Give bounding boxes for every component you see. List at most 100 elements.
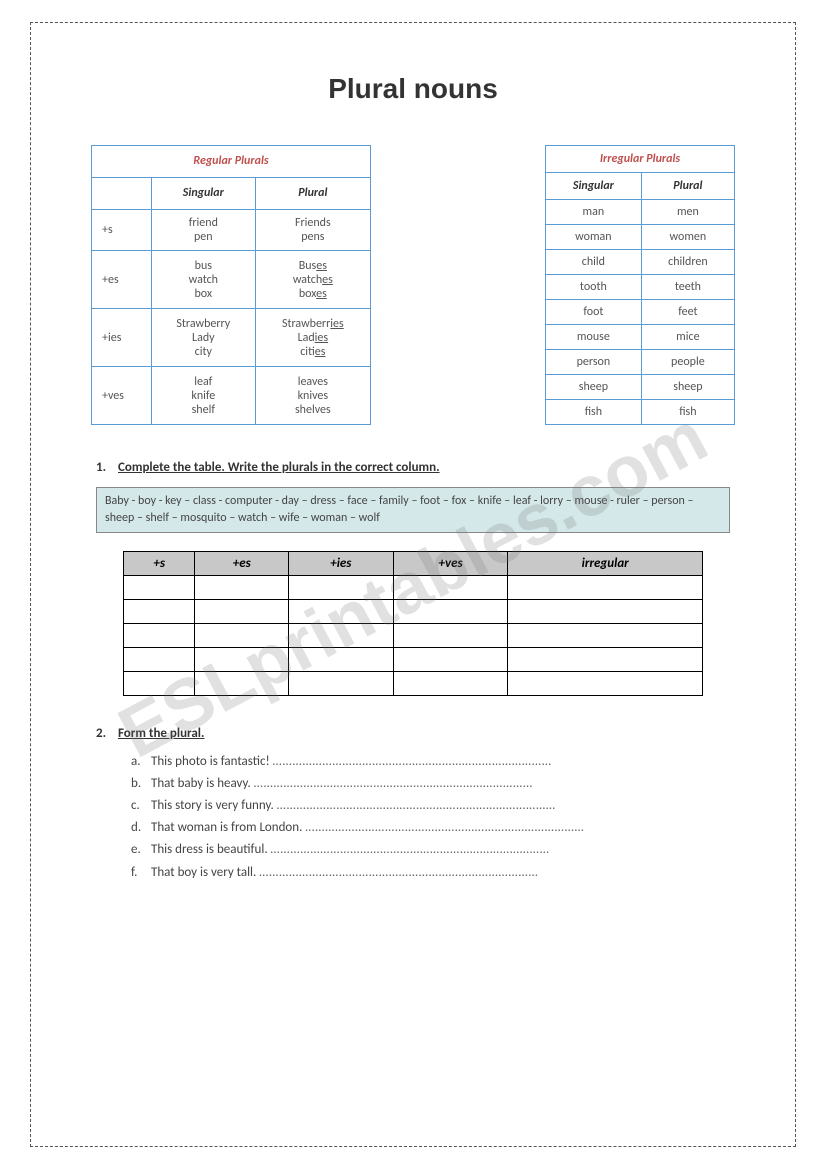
answer-table-cell[interactable] [124,671,195,695]
answer-table-cell[interactable] [124,623,195,647]
answer-table-cell[interactable] [289,599,394,623]
exercise1-number: 1. [96,460,118,475]
irregular-plural-cell: mice [641,325,734,350]
answer-table-cell[interactable] [124,599,195,623]
answer-table-cell[interactable] [393,599,508,623]
page-frame: Plural nouns Regular Plurals Singular Pl… [30,22,796,1147]
answer-table-cell[interactable] [508,647,703,671]
answer-blank[interactable]: ………………………………………………………………………… [277,798,556,813]
sentence-text: That woman is from London. [151,820,305,835]
exercise1-text: Complete the table. Write the plurals in… [118,460,440,475]
regular-rule-cell: +s [92,209,152,250]
irregular-plural-cell: men [641,200,734,225]
sentence-letter: f. [131,864,151,882]
regular-rule-header [92,177,152,209]
sentence-letter: c. [131,797,151,815]
irregular-singular-cell: person [546,350,642,375]
irregular-singular-cell: tooth [546,275,642,300]
answer-table-cell[interactable] [393,671,508,695]
sentence-letter: b. [131,775,151,793]
answer-table-cell[interactable] [289,623,394,647]
irregular-singular-cell: sheep [546,375,642,400]
irregular-singular-cell: foot [546,300,642,325]
regular-singular-cell: buswatchbox [151,251,255,309]
regular-plurals-table: Regular Plurals Singular Plural +sfriend… [91,145,371,425]
irregular-plural-cell: people [641,350,734,375]
exercise1-heading: 1.Complete the table. Write the plurals … [96,460,750,475]
irregular-singular-cell: man [546,200,642,225]
answer-table-cell[interactable] [195,647,289,671]
answer-table-header: +ves [393,551,508,575]
irregular-plural-cell: feet [641,300,734,325]
answer-table-header: +s [124,551,195,575]
sentence-text: This photo is fantastic! [151,754,273,769]
answer-table-cell[interactable] [393,623,508,647]
regular-table-title: Regular Plurals [92,146,371,178]
regular-rule-cell: +ves [92,367,152,425]
exercise2-text: Form the plural. [118,726,204,741]
answer-table-cell[interactable] [124,647,195,671]
answer-table-cell[interactable] [508,671,703,695]
irregular-plural-cell: sheep [641,375,734,400]
answer-table-cell[interactable] [195,575,289,599]
regular-plural-header: Plural [255,177,370,209]
regular-plural-cell: leavesknivesshelves [255,367,370,425]
answer-blank[interactable]: ………………………………………………………………………… [271,842,550,857]
sentence-item: f.That boy is very tall. ………………………………………… [131,864,750,882]
irregular-singular-cell: fish [546,400,642,425]
answer-table-cell[interactable] [508,599,703,623]
irregular-plural-header: Plural [641,173,734,200]
sentence-letter: a. [131,753,151,771]
answer-blank[interactable]: ………………………………………………………………………… [259,865,538,880]
answer-table-cell[interactable] [289,575,394,599]
irregular-singular-cell: child [546,250,642,275]
answer-table-cell[interactable] [195,623,289,647]
answer-blank[interactable]: ………………………………………………………………………… [305,820,584,835]
sentence-item: e.This dress is beautiful. …………………………………… [131,841,750,859]
regular-rule-cell: +ies [92,309,152,367]
sentence-list: a.This photo is fantastic! …………………………………… [76,753,750,882]
irregular-plural-cell: teeth [641,275,734,300]
answer-table-cell[interactable] [393,575,508,599]
answer-blank[interactable]: ………………………………………………………………………… [254,776,533,791]
tables-container: Regular Plurals Singular Plural +sfriend… [76,145,750,425]
irregular-singular-header: Singular [546,173,642,200]
sentence-letter: e. [131,841,151,859]
regular-singular-cell: StrawberryLadycity [151,309,255,367]
sentence-text: This dress is beautiful. [151,842,271,857]
answer-table-cell[interactable] [508,623,703,647]
sentence-text: That boy is very tall. [151,865,259,880]
irregular-plural-cell: children [641,250,734,275]
sentence-text: That baby is heavy. [151,776,254,791]
answer-table-cell[interactable] [393,647,508,671]
answer-table-cell[interactable] [289,647,394,671]
irregular-singular-cell: mouse [546,325,642,350]
irregular-plural-cell: fish [641,400,734,425]
regular-singular-cell: leafknifeshelf [151,367,255,425]
irregular-singular-cell: woman [546,225,642,250]
answer-table-cell[interactable] [195,599,289,623]
answer-blank[interactable]: ………………………………………………………………………… [273,754,552,769]
answer-table-cell[interactable] [289,671,394,695]
exercise2-number: 2. [96,726,118,741]
sentence-item: a.This photo is fantastic! …………………………………… [131,753,750,771]
exercise2-heading: 2.Form the plural. [96,726,750,741]
answer-table-header: irregular [508,551,703,575]
sentence-item: b.That baby is heavy. ………………………………………………… [131,775,750,793]
answer-table-cell[interactable] [195,671,289,695]
answer-table-cell[interactable] [124,575,195,599]
regular-rule-cell: +es [92,251,152,309]
answer-table-header: +ies [289,551,394,575]
irregular-plural-cell: women [641,225,734,250]
regular-singular-cell: friendpen [151,209,255,250]
answer-table-header: +es [195,551,289,575]
page-title: Plural nouns [76,73,750,105]
answer-table-cell[interactable] [508,575,703,599]
sentence-letter: d. [131,819,151,837]
answer-table: +s+es+ies+vesirregular [123,551,703,696]
irregular-table-title: Irregular Plurals [546,146,735,173]
sentence-item: c.This story is very funny. ………………………………… [131,797,750,815]
sentence-item: d.That woman is from London. ……………………………… [131,819,750,837]
regular-plural-cell: StrawberriesLadiescities [255,309,370,367]
sentence-text: This story is very funny. [151,798,277,813]
